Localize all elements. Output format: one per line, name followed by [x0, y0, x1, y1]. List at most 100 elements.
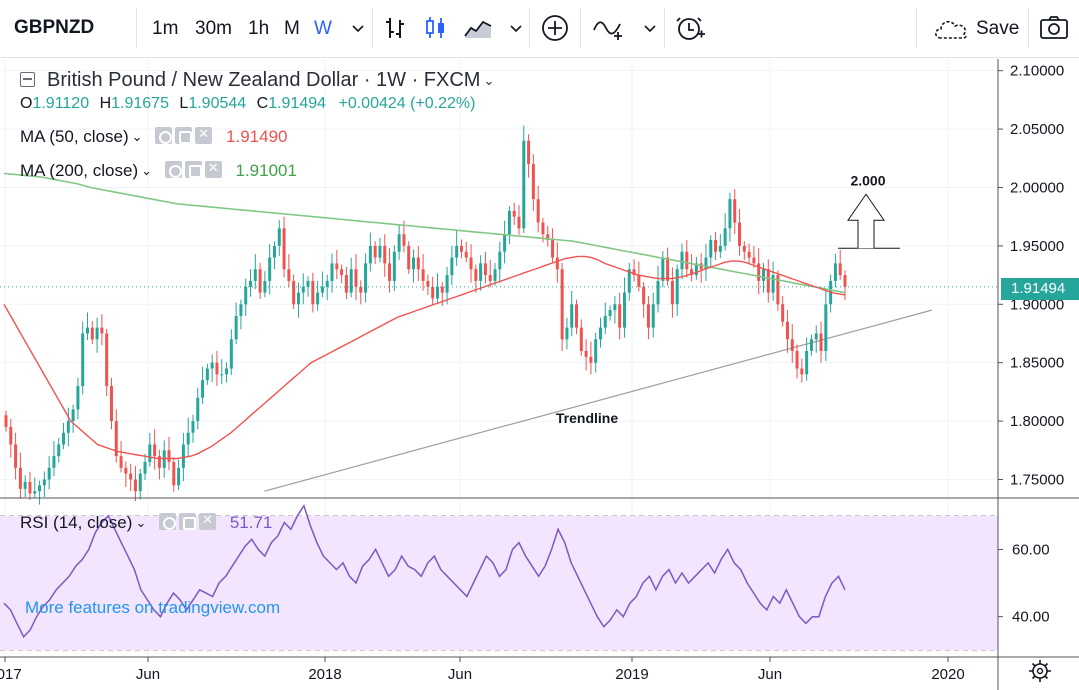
rsi-band [0, 515, 998, 651]
gear-icon[interactable] [184, 161, 202, 178]
eye-icon[interactable] [164, 161, 182, 178]
gear-icon[interactable] [175, 127, 193, 144]
candle-body [253, 269, 257, 281]
target-label: 2.000 [850, 172, 885, 188]
candle-body [579, 327, 583, 351]
alarm-icon[interactable] [672, 10, 708, 46]
rsi-axis[interactable]: 60.00 40.00 [998, 541, 1050, 626]
candle-body [186, 432, 190, 445]
candle-body [76, 386, 80, 410]
ma50-legend[interactable]: MA (50, close)⌄ 1.91490 [20, 126, 288, 147]
chevron-down-icon[interactable]: ⌄ [483, 73, 495, 88]
close-icon[interactable] [199, 512, 217, 530]
candle-body [469, 257, 473, 270]
interval-month[interactable]: M [284, 18, 300, 39]
candles-icon[interactable] [418, 10, 454, 46]
interval-week[interactable]: W [314, 18, 332, 39]
save-label: Save [976, 18, 1020, 39]
candle-body [666, 257, 670, 281]
interval-1h[interactable]: 1h [248, 18, 270, 39]
candle-body [503, 234, 507, 252]
candle-body [368, 245, 372, 264]
candle-body [632, 269, 636, 276]
close-value: 1.91494 [268, 95, 327, 112]
chart-legend-title: British Pound / New Zealand Dollar · 1W … [20, 69, 502, 92]
chevron-down-icon[interactable] [340, 10, 376, 46]
price-tick-label: 2.10000 [1010, 63, 1064, 80]
interval-30m[interactable]: 30m [195, 18, 232, 39]
candle-body [493, 269, 497, 281]
chevron-down-icon[interactable]: ⌄ [131, 129, 143, 144]
candle-body [546, 234, 550, 241]
ma50-label[interactable]: MA (50, close) [20, 127, 129, 146]
tradingview-watermark[interactable]: More features on tradingview.com [25, 598, 281, 617]
eye-icon[interactable] [155, 127, 173, 144]
chevron-down-icon[interactable] [498, 10, 534, 46]
toolbar-divider [664, 8, 665, 48]
rsi-tick-label: 60.00 [1012, 541, 1050, 558]
time-axis[interactable]: 2017 Jun 2018 Jun 2019 Jun 2020 [0, 657, 965, 683]
chevron-down-icon[interactable]: ⌄ [135, 515, 147, 530]
candle-body [340, 269, 344, 276]
candle-body [114, 421, 118, 457]
candle-body [249, 280, 253, 287]
candle-body [459, 245, 463, 252]
symbol-search[interactable]: GBPNZD [14, 17, 95, 38]
candle-body [14, 444, 18, 468]
plus-circle-icon[interactable] [537, 10, 573, 46]
eye-icon[interactable] [159, 513, 177, 530]
candle-body [215, 362, 219, 375]
gear-icon[interactable] [179, 513, 197, 530]
close-icon[interactable] [204, 160, 222, 178]
candle-body [57, 444, 61, 457]
interval-1m[interactable]: 1m [152, 18, 179, 39]
candle-body [431, 286, 435, 299]
trendline[interactable] [264, 309, 932, 492]
candle-body [268, 257, 272, 281]
toolbar-divider [580, 8, 581, 48]
candle-body [306, 280, 310, 287]
candle-body [153, 444, 157, 457]
chevron-down-icon[interactable]: ⌄ [141, 163, 153, 178]
area-icon[interactable] [460, 10, 496, 46]
price-tick-label: 2.05000 [1010, 121, 1064, 138]
chevron-down-icon[interactable] [632, 10, 668, 46]
indicator-icon[interactable] [590, 10, 626, 46]
gear-icon[interactable] [1029, 660, 1051, 682]
rsi-line [3, 503, 846, 639]
candle-body [388, 263, 392, 281]
candle-body [728, 199, 732, 229]
rsi-legend[interactable]: RSI (14, close)⌄ 51.71 [20, 512, 272, 533]
candle-body [320, 286, 324, 293]
candle-body [747, 251, 751, 258]
candle-body [407, 245, 411, 270]
low-value: 1.90544 [188, 95, 247, 112]
price-chart[interactable]: 2.000 Trendline 2.10000 2.05000 2.00000 1.95… [0, 59, 1079, 690]
toolbar-divider [529, 8, 530, 48]
candle-body [282, 228, 286, 270]
candle-body [129, 473, 133, 480]
candle-body [28, 481, 32, 494]
save-button[interactable]: Save [932, 12, 1028, 46]
bar-style-icon[interactable] [378, 10, 414, 46]
candle-body [95, 327, 99, 340]
time-tick-label: 2019 [615, 666, 648, 683]
candle-body [757, 263, 761, 281]
series-title[interactable]: British Pound / New Zealand Dollar · 1W … [47, 69, 481, 91]
collapse-icon[interactable] [20, 72, 35, 87]
camera-icon[interactable] [1036, 10, 1072, 46]
ma200-legend[interactable]: MA (200, close)⌄ 1.91001 [20, 160, 297, 181]
candle-body [833, 263, 837, 281]
rsi-label[interactable]: RSI (14, close) [20, 513, 133, 532]
candle-body [613, 304, 617, 311]
candle-body [148, 444, 152, 462]
close-icon[interactable] [195, 126, 213, 144]
candle-body [594, 339, 598, 363]
candle-body [694, 263, 698, 276]
candle-body [642, 286, 646, 305]
price-axis[interactable]: 2.10000 2.05000 2.00000 1.95000 1.90000 1.850… [998, 63, 1064, 489]
candle-body [589, 356, 593, 363]
ma200-label[interactable]: MA (200, close) [20, 161, 139, 180]
ma50-value: 1.91490 [226, 127, 288, 146]
candle-body [90, 327, 94, 340]
